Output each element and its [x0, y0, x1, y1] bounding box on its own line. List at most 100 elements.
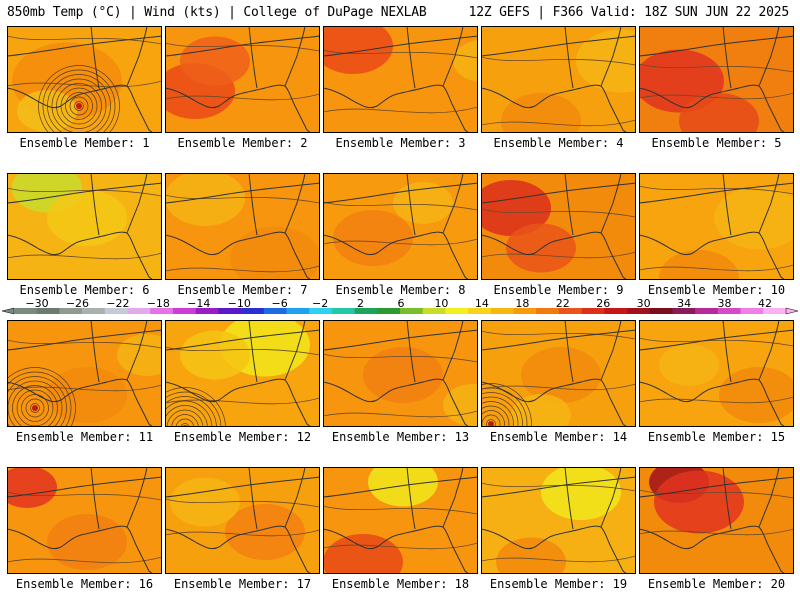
map-frame: [639, 173, 794, 280]
temperature-patch: [714, 186, 794, 250]
colorbar-bin: [150, 308, 174, 314]
wind-contour: [639, 185, 794, 272]
colorbar-bin: [695, 308, 719, 314]
colorbar-bin: [36, 308, 60, 314]
colorbar-tick-label: 14: [474, 297, 489, 310]
temperature-patch: [333, 210, 413, 266]
colorbar-bin: [59, 308, 83, 314]
colorbar-tick-label: 18: [515, 297, 530, 310]
colorbar-bin: [558, 308, 582, 314]
colorbar-bin: [740, 308, 764, 314]
ensemble-member-caption: Ensemble Member: 5: [651, 136, 782, 150]
map-frame: [481, 26, 636, 133]
temperature-patch: [180, 330, 250, 380]
map-frame: [165, 26, 320, 133]
wind-contour: [639, 489, 794, 536]
ensemble-map-13: [323, 320, 478, 427]
colorbar-bin: [649, 308, 673, 314]
colorbar-tick-label: 10: [434, 297, 449, 310]
temperature-map: [7, 173, 162, 280]
coastline: [323, 467, 478, 574]
ensemble-map-8: [323, 173, 478, 280]
temperature-patch: [323, 534, 403, 574]
ensemble-member-caption: Ensemble Member: 4: [493, 136, 624, 150]
map-frame: [323, 173, 478, 280]
map-frame: [639, 320, 794, 427]
ensemble-map-20: [639, 467, 794, 574]
temperature-patch: [47, 514, 127, 570]
colorbar-bin: [581, 308, 605, 314]
run-valid-time: 12Z GEFS | F366 Valid: 18Z SUN JUN 22 20…: [468, 5, 790, 20]
ensemble-map-3: [323, 26, 478, 133]
colorbar-bin: [717, 308, 741, 314]
cyclone-wind-rings: [481, 383, 532, 427]
ensemble-member-caption: Ensemble Member: 11: [15, 430, 154, 444]
colorbar-bin: [763, 308, 787, 314]
ensemble-map-6: [7, 173, 162, 280]
colorbar-tick-label: −6: [271, 297, 288, 310]
map-frame: [639, 26, 794, 133]
ensemble-member-caption: Ensemble Member: 6: [19, 283, 150, 297]
coastline: [7, 26, 162, 133]
map-frame: [165, 173, 320, 280]
wind-contour: [481, 208, 636, 259]
colorbar-tick-label: −26: [65, 297, 90, 310]
ensemble-member-caption: Ensemble Member: 12: [173, 430, 312, 444]
ensemble-map-4: [481, 26, 636, 133]
map-frame: [323, 467, 478, 574]
ensemble-map-7: [165, 173, 320, 280]
colorbar-bin: [604, 308, 628, 314]
temperature-patch: [165, 173, 245, 226]
temperature-map: [639, 467, 794, 574]
colorbar-tick-label: −2: [312, 297, 329, 310]
colorbar-tick-label: −18: [146, 297, 170, 310]
coastline: [7, 320, 162, 427]
coastline: [7, 173, 162, 280]
ensemble-member-caption: Ensemble Member: 10: [647, 283, 786, 297]
temperature-colorbar: [1, 307, 799, 315]
temperature-map: [7, 467, 162, 574]
wind-contour: [7, 35, 162, 88]
ensemble-member-caption: Ensemble Member: 1: [19, 136, 150, 150]
coastline: [165, 173, 320, 280]
ensemble-map-19: [481, 467, 636, 574]
temperature-patch: [180, 36, 250, 86]
colorbar-tick-label: 26: [596, 297, 611, 310]
colorbar-bin: [377, 308, 401, 314]
ensemble-map-2: [165, 26, 320, 133]
colorbar-bin: [445, 308, 469, 314]
temperature-map: [481, 173, 636, 280]
colorbar-tick-label: 30: [636, 297, 651, 310]
map-frame: [165, 320, 320, 427]
ensemble-map-9: [481, 173, 636, 280]
coastline: [481, 26, 636, 133]
ensemble-map-10: [639, 173, 794, 280]
colorbar-bin: [195, 308, 219, 314]
wind-contour: [639, 63, 794, 100]
colorbar-bin: [263, 308, 287, 314]
ensemble-member-caption: Ensemble Member: 17: [173, 577, 312, 591]
ensemble-map-14: [481, 320, 636, 427]
temperature-map: [481, 320, 636, 427]
map-frame: [481, 467, 636, 574]
map-frame: [7, 320, 162, 427]
temperature-patch: [654, 470, 744, 534]
coastline: [323, 320, 478, 427]
wind-contour: [323, 505, 478, 550]
coastline: [323, 26, 478, 133]
colorbar-tick-label: 34: [677, 297, 692, 310]
ensemble-map-16: [7, 467, 162, 574]
coastline: [165, 467, 320, 574]
coastline: [639, 26, 794, 133]
ensemble-member-caption: Ensemble Member: 16: [15, 577, 154, 591]
colorbar-bin: [536, 308, 560, 314]
coastline: [165, 320, 320, 427]
temperature-patch: [481, 180, 551, 236]
colorbar-bin: [127, 308, 151, 314]
colorbar-tick-label: 42: [758, 297, 772, 310]
ensemble-member-caption: Ensemble Member: 14: [489, 430, 628, 444]
ensemble-member-caption: Ensemble Member: 7: [177, 283, 308, 297]
temperature-map: [323, 173, 478, 280]
colorbar-tick-label: 6: [397, 297, 405, 310]
temperature-map: [165, 26, 320, 133]
